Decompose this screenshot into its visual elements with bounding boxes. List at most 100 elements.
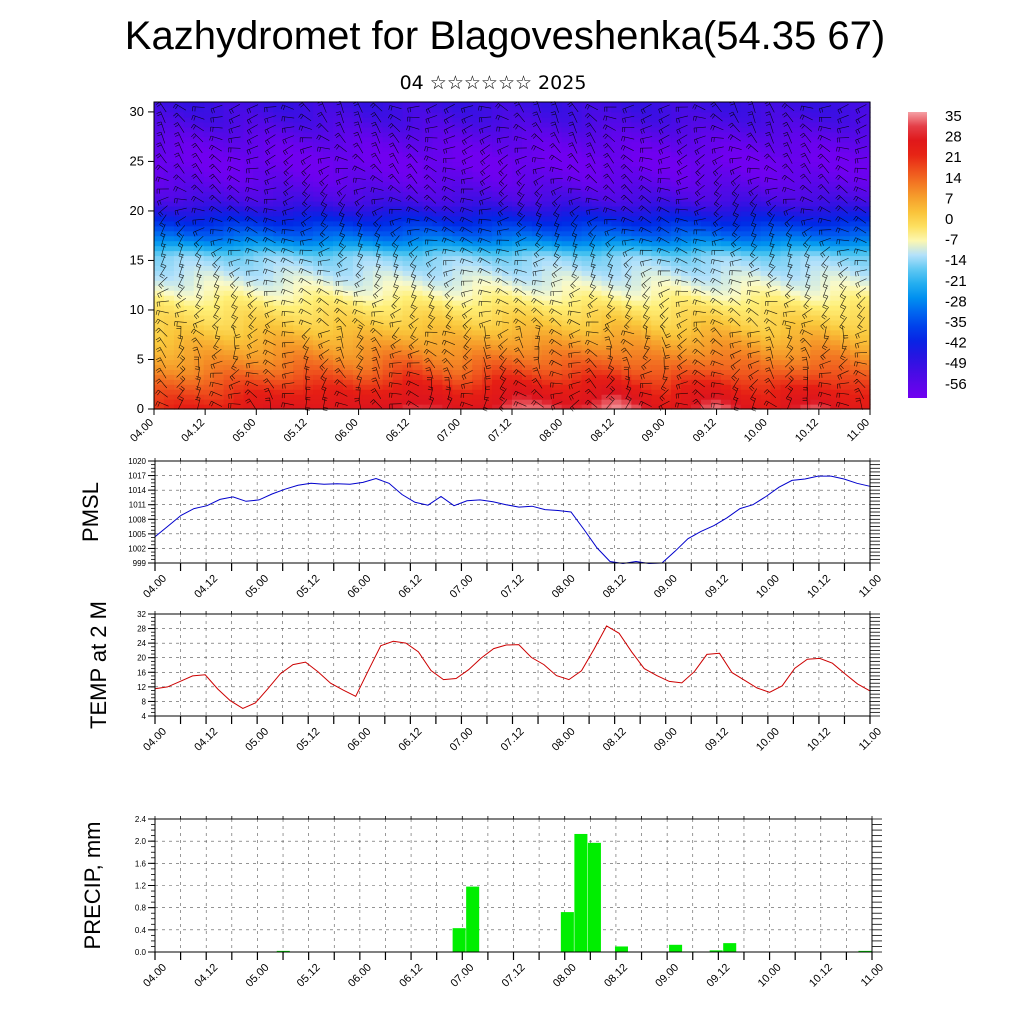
heatmap-cell (810, 171, 821, 177)
heatmap-cell (352, 389, 364, 395)
heatmap-cell (710, 354, 722, 361)
heatmap-cell (830, 215, 841, 222)
heatmap-cell (223, 334, 235, 341)
heatmap-cell (154, 146, 165, 153)
heatmap-cell (362, 260, 374, 266)
heatmap-cell (720, 111, 732, 118)
heatmap-cell (800, 324, 811, 331)
heatmap-cell (233, 359, 245, 366)
heatmap-cell (333, 136, 344, 143)
heatmap-cell (333, 245, 344, 252)
heatmap-cell (183, 369, 195, 375)
heatmap-cell (810, 141, 821, 148)
wind-barb (245, 177, 259, 183)
heatmap-cell (313, 324, 324, 331)
heatmap-cell (492, 255, 503, 262)
heatmap-cell (780, 156, 792, 163)
heatmap-cell (233, 121, 245, 128)
heatmap-cell (422, 121, 434, 128)
heatmap-cell (601, 250, 613, 257)
heatmap-cell (810, 225, 821, 232)
heatmap-cell (720, 369, 732, 375)
heatmap-cell (651, 136, 662, 143)
wind-barb (423, 216, 437, 223)
heatmap-cell (362, 106, 374, 113)
heatmap-cell (502, 324, 513, 331)
heatmap-cell (581, 230, 593, 237)
wind-barb (209, 400, 223, 407)
heatmap-cell (342, 270, 354, 276)
heatmap-cell (482, 141, 493, 148)
heatmap-cell (750, 275, 762, 281)
wind-barb (192, 319, 205, 329)
heatmap-cell (800, 156, 811, 163)
heatmap-cell (770, 106, 782, 113)
heatmap-cell (691, 339, 702, 346)
heatmap-cell (661, 290, 672, 296)
heatmap-cell (283, 146, 294, 153)
heatmap-cell (402, 176, 414, 182)
heatmap-cell (531, 295, 543, 301)
heatmap-cell (571, 151, 583, 158)
heatmap-cell (502, 285, 513, 291)
heatmap-cell (730, 404, 742, 410)
heatmap-cell (681, 156, 692, 163)
heatmap-cell (651, 334, 662, 341)
heatmap-cell (154, 106, 165, 113)
wind-barb (302, 194, 311, 207)
heatmap-cell (611, 102, 622, 108)
heatmap-cell (432, 265, 443, 271)
heatmap-cell (273, 364, 284, 370)
heatmap-cell (521, 245, 533, 252)
heatmap-cell (293, 265, 304, 271)
heatmap-cell (561, 210, 573, 217)
heatmap-cell (342, 126, 354, 133)
heatmap-cell (154, 215, 165, 222)
heatmap-cell (681, 265, 692, 271)
heatmap-cell (293, 319, 304, 326)
heatmap-cell (323, 285, 334, 291)
wind-barb (175, 216, 187, 227)
wind-barb (176, 375, 186, 388)
heatmap-cell (253, 220, 264, 227)
heatmap-cell (442, 349, 453, 356)
heatmap-cell (700, 225, 712, 232)
heatmap-cell (352, 305, 364, 311)
heatmap-cell (820, 394, 831, 400)
wind-barb (405, 380, 420, 387)
heatmap-cell (173, 285, 185, 291)
heatmap-cell (581, 250, 593, 257)
heatmap-cell (700, 399, 712, 405)
heatmap-cell (293, 300, 304, 306)
heatmap-cell (163, 235, 175, 242)
heatmap-cell (263, 354, 274, 361)
heatmap-cell (621, 196, 632, 202)
heatmap-cell (810, 181, 821, 187)
heatmap-cell (253, 215, 264, 222)
heatmap-cell (154, 181, 165, 187)
heatmap-cell (154, 116, 165, 123)
heatmap-cell (213, 156, 225, 163)
heatmap-cell (720, 275, 732, 281)
wind-barb (317, 146, 331, 152)
heatmap-cell (730, 260, 742, 266)
heatmap-cell (780, 300, 792, 306)
heatmap-cell (372, 275, 384, 281)
heatmap-cell (303, 324, 314, 331)
heatmap-cell (183, 205, 195, 212)
heatmap-cell (293, 295, 304, 301)
heatmap-cell (820, 300, 831, 306)
heatmap-cell (641, 369, 652, 375)
heatmap-cell (521, 260, 533, 266)
heatmap-cell (651, 384, 662, 390)
heatmap-cell (651, 141, 662, 148)
heatmap-cell (850, 191, 861, 197)
heatmap-cell (283, 151, 294, 158)
wind-barb (370, 320, 384, 326)
wind-barb (393, 254, 399, 268)
heatmap-cell (492, 106, 503, 113)
heatmap-cell (691, 300, 702, 306)
heatmap-cell (850, 314, 861, 321)
heatmap-cell (720, 389, 732, 395)
heatmap-cell (482, 156, 493, 163)
